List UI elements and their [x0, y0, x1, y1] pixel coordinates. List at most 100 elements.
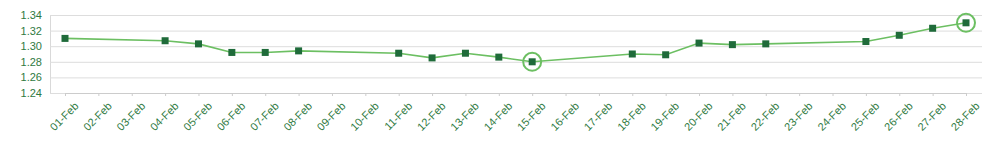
x-tick-label: 02-Feb — [81, 100, 114, 133]
x-tick: 03-Feb — [114, 93, 147, 133]
x-tick-mark — [799, 93, 800, 96]
y-axis: 1.24 1.26 1.28 1.30 1.32 1.34 — [21, 9, 982, 99]
x-tick-label: 23-Feb — [782, 100, 815, 133]
y-tick-label: 1.32 — [21, 25, 42, 37]
x-tick-label: 21-Feb — [715, 100, 748, 133]
x-tick-label: 24-Feb — [815, 100, 848, 133]
grid-line — [50, 62, 982, 63]
x-tick: 10-Feb — [348, 93, 381, 133]
x-tick-label: 20-Feb — [682, 100, 715, 133]
grid-line — [50, 31, 982, 32]
x-tick-mark — [299, 93, 300, 96]
x-tick-mark — [532, 93, 533, 96]
x-tick: 09-Feb — [315, 93, 348, 133]
x-tick-mark — [599, 93, 600, 96]
x-tick-label: 13-Feb — [448, 100, 481, 133]
x-tick-label: 01-Feb — [48, 100, 81, 133]
x-tick-mark — [399, 93, 400, 96]
x-tick: 05-Feb — [181, 93, 214, 133]
y-tick: 1.34 — [21, 9, 982, 21]
x-tick-label: 22-Feb — [748, 100, 781, 133]
x-tick-mark — [232, 93, 233, 96]
x-tick-mark — [98, 93, 99, 96]
data-point — [896, 32, 903, 39]
x-tick-label: 28-Feb — [949, 100, 982, 133]
data-point — [762, 40, 769, 47]
x-tick-label: 26-Feb — [882, 100, 915, 133]
x-axis: 01-Feb02-Feb03-Feb04-Feb05-Feb06-Feb07-F… — [48, 93, 982, 133]
data-point — [262, 49, 269, 56]
data-point — [529, 58, 536, 65]
x-axis-line — [66, 94, 967, 97]
data-point — [729, 41, 736, 48]
y-tick: 1.26 — [21, 71, 982, 83]
x-tick-mark — [699, 93, 700, 96]
y-tick-label: 1.26 — [21, 71, 42, 83]
x-tick: 27-Feb — [915, 93, 948, 133]
grid-line — [50, 77, 982, 78]
x-tick-label: 18-Feb — [615, 100, 648, 133]
x-tick: 20-Feb — [682, 93, 715, 133]
data-point — [929, 25, 936, 32]
x-tick: 24-Feb — [815, 93, 848, 133]
x-tick-mark — [933, 93, 934, 96]
x-tick-label: 04-Feb — [148, 100, 181, 133]
y-tick-label: 1.28 — [21, 56, 42, 68]
x-tick-label: 27-Feb — [915, 100, 948, 133]
x-tick-mark — [966, 93, 967, 96]
x-tick-mark — [566, 93, 567, 96]
x-tick: 04-Feb — [148, 93, 181, 133]
x-tick-mark — [332, 93, 333, 96]
x-tick: 08-Feb — [281, 93, 314, 133]
x-tick: 01-Feb — [48, 93, 81, 133]
y-tick: 1.24 — [21, 87, 982, 99]
x-tick-mark — [833, 93, 834, 96]
x-tick-mark — [465, 93, 466, 96]
series-line — [65, 23, 966, 62]
x-tick: 22-Feb — [748, 93, 781, 133]
data-point — [295, 47, 302, 54]
data-point — [629, 51, 636, 58]
y-tick-label: 1.30 — [21, 40, 42, 52]
x-tick: 17-Feb — [581, 93, 614, 133]
x-tick: 11-Feb — [382, 93, 415, 132]
y-tick: 1.32 — [21, 25, 982, 37]
highlight-ring — [957, 14, 975, 32]
x-tick-mark — [432, 93, 433, 96]
data-point — [495, 54, 502, 61]
x-tick-label: 09-Feb — [315, 100, 348, 133]
x-tick: 21-Feb — [715, 93, 748, 133]
x-tick-mark — [666, 93, 667, 96]
chart: 1.24 1.26 1.28 1.30 1.32 1.34 01-Feb02-Feb03-F… — [0, 0, 998, 150]
x-tick-label: 07-Feb — [248, 100, 281, 133]
data-point — [195, 40, 202, 47]
x-tick-mark — [866, 93, 867, 96]
x-tick-mark — [65, 93, 66, 96]
x-tick-label: 12-Feb — [415, 100, 448, 133]
x-tick-mark — [899, 93, 900, 96]
x-tick-label: 06-Feb — [214, 100, 247, 133]
x-tick: 19-Feb — [648, 93, 681, 133]
x-tick-mark — [732, 93, 733, 96]
data-point — [696, 40, 703, 47]
grid-line — [50, 46, 982, 47]
data-point — [62, 35, 69, 42]
x-tick: 26-Feb — [882, 93, 915, 133]
x-tick: 25-Feb — [848, 93, 881, 133]
grid-line — [50, 15, 982, 16]
x-tick-mark — [365, 93, 366, 96]
x-tick-mark — [165, 93, 166, 96]
x-tick-mark — [766, 93, 767, 96]
x-tick: 13-Feb — [448, 93, 481, 133]
data-point — [395, 50, 402, 57]
y-tick-label: 1.34 — [21, 9, 42, 21]
x-tick: 23-Feb — [782, 93, 815, 133]
x-tick-label: 03-Feb — [114, 100, 147, 133]
x-tick: 14-Feb — [481, 93, 514, 133]
x-tick-label: 17-Feb — [581, 100, 614, 133]
x-tick: 15-Feb — [515, 93, 548, 133]
data-point — [429, 54, 436, 61]
x-tick: 12-Feb — [415, 93, 448, 133]
data-point — [963, 19, 970, 26]
x-tick-label: 25-Feb — [848, 100, 881, 133]
